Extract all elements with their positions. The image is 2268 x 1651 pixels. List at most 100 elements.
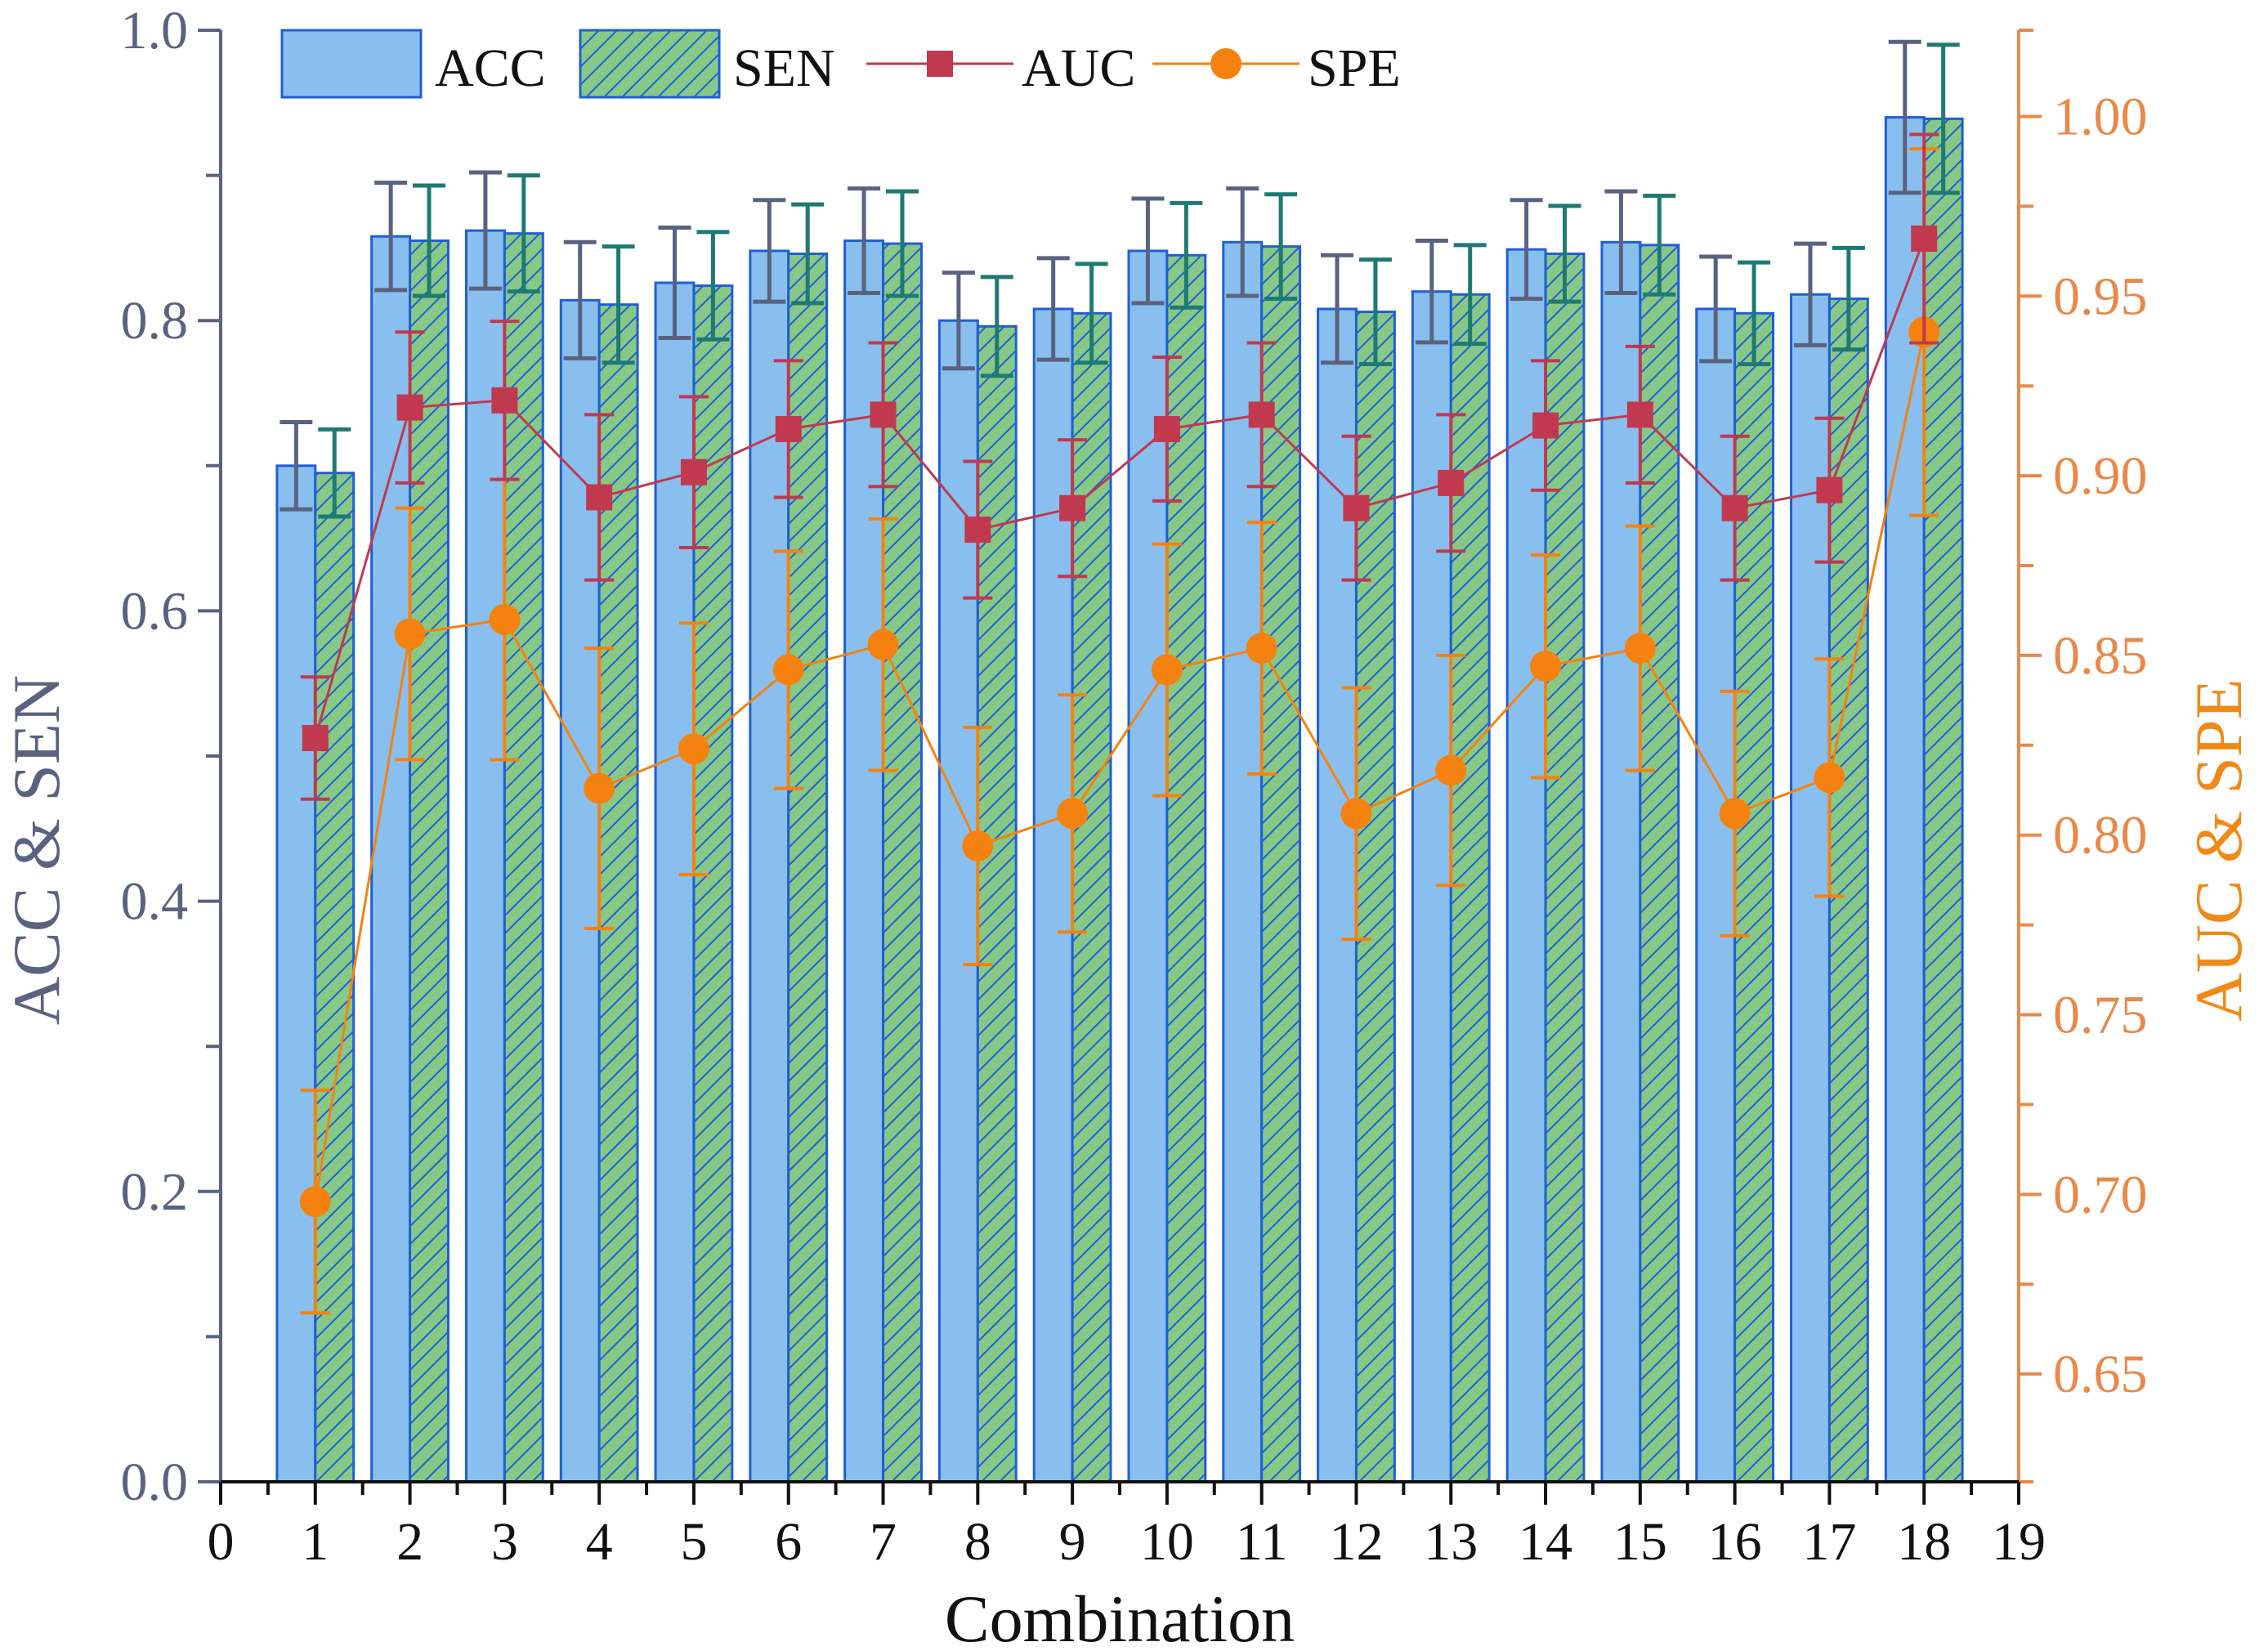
bottom-tick-label: 13	[1424, 1512, 1478, 1572]
bottom-tick-label: 11	[1236, 1512, 1288, 1572]
auc-point	[1721, 494, 1748, 521]
error-bar-sen	[1264, 192, 1298, 302]
error-bar-acc	[374, 180, 408, 293]
bar-sen	[1733, 311, 1775, 1483]
auc-point	[680, 459, 707, 485]
left-tick-label: 0.6	[121, 581, 189, 641]
error-bar-acc	[563, 239, 597, 360]
auc-point	[775, 415, 802, 442]
bottom-tick-label: 1	[302, 1512, 329, 1572]
spe-point	[1530, 651, 1562, 682]
right-tick-label: 0.65	[2053, 1345, 2148, 1404]
error-bar-acc	[1415, 239, 1448, 345]
bottom-tick-label: 18	[1897, 1512, 1951, 1572]
auc-line	[314, 238, 1926, 739]
bottom-tick-label: 10	[1140, 1512, 1194, 1572]
error-bar-acc	[1226, 186, 1259, 298]
bar-acc	[1222, 240, 1264, 1483]
error-bar-sen	[1738, 260, 1771, 366]
legend-swatch-sen	[579, 29, 721, 99]
error-bar-acc	[1699, 254, 1733, 364]
error-bar-sen	[980, 275, 1013, 378]
legend-label-auc: AUC	[1022, 38, 1135, 98]
bar-sen	[787, 253, 829, 1483]
error-bar-acc	[1036, 256, 1070, 362]
auc-point	[1059, 494, 1086, 521]
spe-point	[1624, 633, 1656, 664]
error-bar-acc	[1604, 189, 1638, 295]
bar-acc	[370, 235, 412, 1483]
left-tick-label: 0.0	[121, 1452, 189, 1512]
legend-label-sen: SEN	[733, 38, 835, 98]
error-bar-sen	[696, 230, 730, 342]
error-bar-acc	[1510, 198, 1543, 302]
right-tick-label: 0.75	[2053, 986, 2148, 1045]
bar-acc	[464, 229, 506, 1483]
spe-point	[1057, 798, 1089, 830]
spe-point	[678, 733, 709, 765]
right-tick-label: 0.95	[2053, 266, 2148, 326]
legend-label-acc: ACC	[435, 38, 546, 98]
bar-sen	[1639, 244, 1680, 1483]
bottom-tick-label: 15	[1613, 1512, 1667, 1572]
bar-sen	[882, 242, 923, 1483]
right-tick-label: 0.90	[2053, 446, 2148, 506]
bar-sen	[409, 239, 450, 1483]
error-bar-sen	[1643, 193, 1676, 297]
right-tick-label: 0.70	[2053, 1165, 2148, 1224]
spe-point	[299, 1186, 331, 1218]
error-bar-sen	[1548, 204, 1581, 304]
bar-acc	[275, 464, 317, 1483]
error-bar-sen	[885, 189, 919, 298]
spe-point	[867, 629, 899, 660]
error-bar-sen	[1358, 257, 1392, 366]
auc-point	[1532, 412, 1559, 439]
right-tick-label: 0.80	[2053, 806, 2148, 866]
bar-acc	[1032, 307, 1074, 1483]
legend-swatch-acc	[280, 29, 423, 99]
error-bar-acc	[280, 420, 313, 512]
spe-point	[1340, 798, 1372, 830]
auc-point	[396, 394, 423, 421]
bar-acc	[1790, 293, 1831, 1483]
error-bar-acc	[658, 226, 691, 341]
bar-sen	[976, 324, 1018, 1483]
left-tick-label: 0.4	[121, 872, 189, 932]
bar-acc	[1317, 307, 1358, 1483]
legend: ACC SEN AUC SPE	[280, 29, 1401, 99]
error-bar-acc	[1321, 253, 1354, 365]
error-bar-acc	[848, 186, 881, 295]
legend-marker-auc	[927, 51, 953, 77]
spe-point	[1719, 798, 1751, 830]
error-bar-acc	[1888, 39, 1921, 195]
legend-label-spe: SPE	[1308, 38, 1401, 98]
bars-layer	[275, 116, 1964, 1483]
auc-point	[964, 517, 991, 544]
right-tick-label: 0.85	[2053, 626, 2148, 686]
spe-point	[1151, 654, 1183, 686]
spe-point	[394, 618, 426, 650]
bar-sen	[1260, 245, 1302, 1483]
bottom-tick-label: 12	[1329, 1512, 1383, 1572]
bottom-tick-label: 9	[1059, 1512, 1086, 1572]
auc-point	[1911, 225, 1938, 252]
auc-point	[1153, 415, 1180, 442]
y-axis-title-left: ACC & SEN	[0, 675, 74, 1025]
bottom-tick-label: 6	[775, 1512, 802, 1572]
legend-marker-spe	[1210, 48, 1241, 79]
spe-line	[314, 331, 1926, 1202]
error-bar-sen	[791, 202, 825, 306]
auc-point	[1626, 401, 1653, 428]
bar-sen	[1354, 311, 1396, 1483]
y-axis-title-right: AUC & SPE	[2181, 678, 2256, 1021]
auc-point	[491, 387, 518, 414]
spe-point	[962, 830, 994, 861]
lines-layer	[299, 132, 1940, 1315]
error-bars-layer	[280, 39, 1960, 519]
error-bar-sen	[1075, 262, 1108, 365]
left-tick-label: 1.0	[121, 1, 189, 60]
spe-point	[584, 772, 615, 804]
tick-labels-layer: 0.0 0.2 0.4 0.6 0.8 1.0 0.65 0.70 0.75 0.80 0.85 0.…	[121, 1, 2148, 1572]
bottom-tick-label: 16	[1708, 1512, 1762, 1572]
